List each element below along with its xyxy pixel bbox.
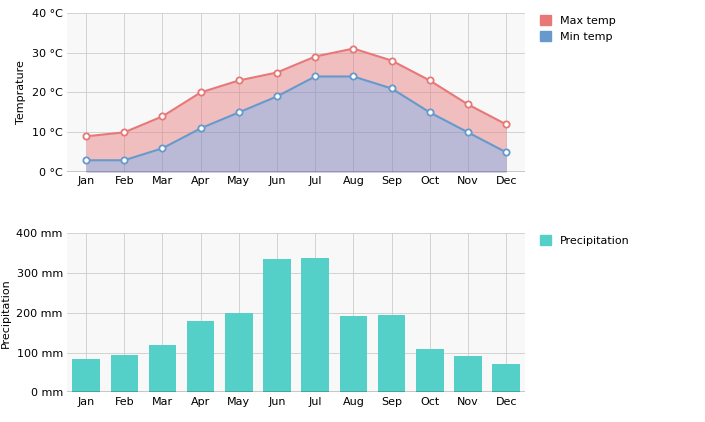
Bar	[149, 345, 176, 392]
Y-axis label: Temprature: Temprature	[16, 60, 26, 124]
Bar	[225, 314, 252, 392]
Bar	[302, 257, 329, 392]
Bar	[111, 355, 138, 392]
Bar	[416, 349, 443, 392]
Bar	[378, 315, 405, 392]
Bar	[187, 321, 214, 392]
Y-axis label: Precipitation: Precipitation	[1, 278, 11, 348]
Bar	[492, 364, 520, 392]
Legend: Max temp, Min temp: Max temp, Min temp	[540, 15, 615, 42]
Bar	[263, 259, 290, 392]
Bar	[340, 316, 367, 392]
Bar	[73, 360, 100, 392]
Bar	[454, 356, 482, 392]
Legend: Precipitation: Precipitation	[540, 235, 630, 246]
